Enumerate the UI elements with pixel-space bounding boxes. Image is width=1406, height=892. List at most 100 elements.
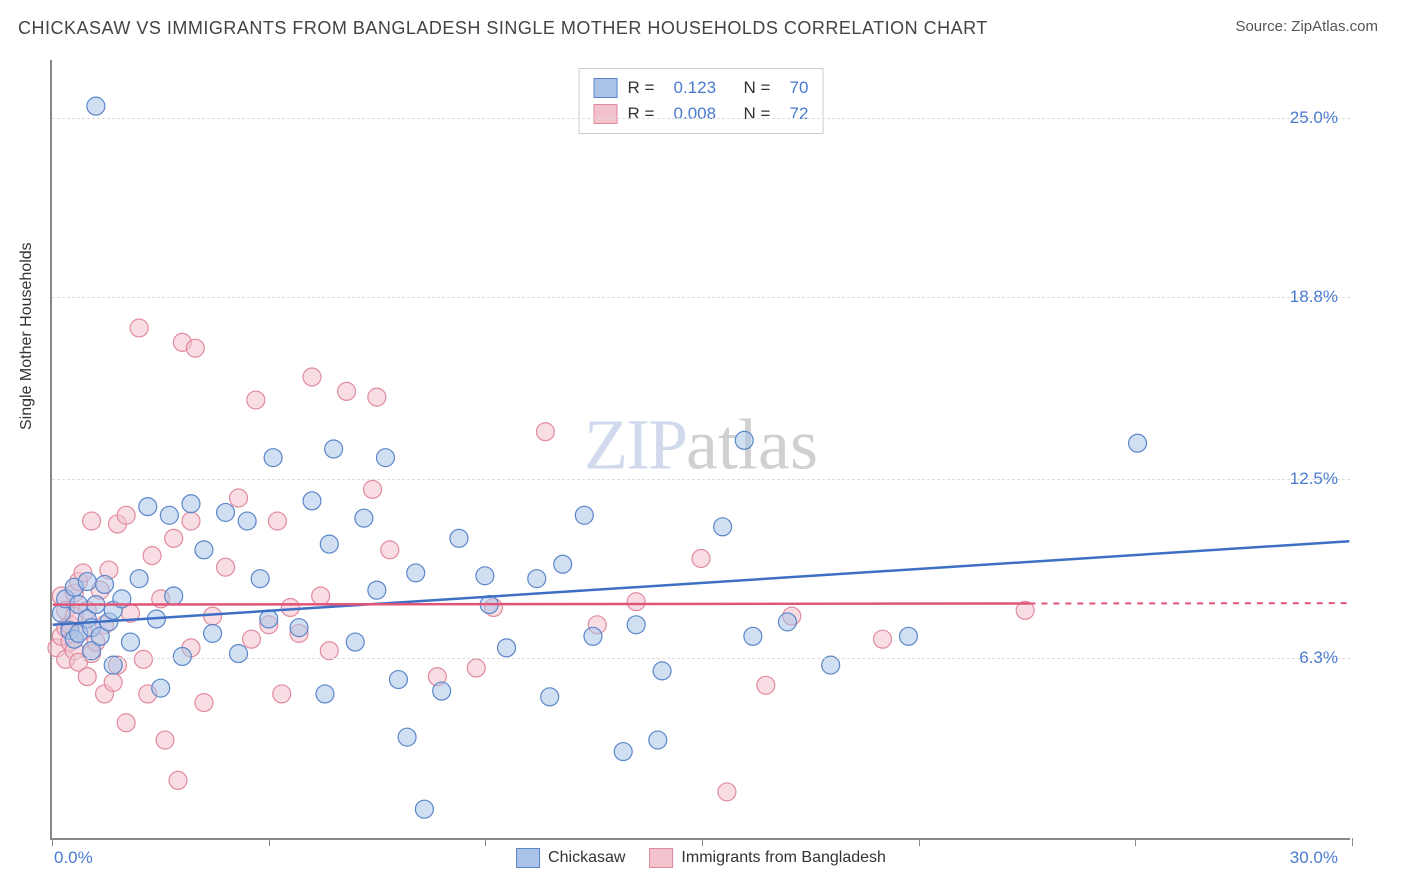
scatter-point <box>87 97 105 115</box>
scatter-point <box>528 570 546 588</box>
scatter-point <box>173 647 191 665</box>
scatter-point <box>554 555 572 573</box>
gridline <box>52 479 1350 480</box>
scatter-point <box>536 423 554 441</box>
scatter-point <box>217 558 235 576</box>
legend-swatch-icon <box>649 848 673 868</box>
scatter-point <box>182 495 200 513</box>
chart-title: CHICKASAW VS IMMIGRANTS FROM BANGLADESH … <box>18 18 988 39</box>
scatter-point <box>398 728 416 746</box>
scatter-point <box>186 339 204 357</box>
scatter-point <box>338 382 356 400</box>
scatter-point <box>273 685 291 703</box>
scatter-point <box>377 449 395 467</box>
scatter-point <box>584 627 602 645</box>
scatter-point <box>156 731 174 749</box>
gridline <box>52 297 1350 298</box>
scatter-point <box>381 541 399 559</box>
y-tick-label: 25.0% <box>1290 108 1338 128</box>
legend-series-item: Immigrants from Bangladesh <box>649 848 886 868</box>
scatter-point <box>195 541 213 559</box>
scatter-point <box>653 662 671 680</box>
source-attribution: Source: ZipAtlas.com <box>1235 18 1378 35</box>
x-tick-mark <box>702 838 703 846</box>
scatter-point <box>303 368 321 386</box>
scatter-point <box>243 630 261 648</box>
gridline <box>52 118 1350 119</box>
scatter-point <box>195 694 213 712</box>
legend-series-item: Chickasaw <box>516 848 625 868</box>
scatter-point <box>368 388 386 406</box>
scatter-point <box>165 529 183 547</box>
plot-area: ZIPatlas R = 0.123 N = 70 R = 0.008 N = … <box>50 60 1350 840</box>
scatter-point <box>165 587 183 605</box>
scatter-point <box>778 613 796 631</box>
scatter-point <box>1129 434 1147 452</box>
scatter-point <box>83 512 101 530</box>
scatter-point <box>303 492 321 510</box>
scatter-point <box>160 506 178 524</box>
scatter-point <box>325 440 343 458</box>
x-tick-mark <box>52 838 53 846</box>
scatter-point <box>78 668 96 686</box>
legend-series-label: Immigrants from Bangladesh <box>681 849 886 867</box>
y-tick-label: 18.8% <box>1290 287 1338 307</box>
scatter-point <box>718 783 736 801</box>
scatter-point <box>121 633 139 651</box>
scatter-point <box>541 688 559 706</box>
scatter-point <box>433 682 451 700</box>
x-tick-mark <box>1135 838 1136 846</box>
scatter-point <box>316 685 334 703</box>
legend-series: Chickasaw Immigrants from Bangladesh <box>516 848 886 868</box>
x-tick-mark <box>485 838 486 846</box>
scatter-point <box>312 587 330 605</box>
scatter-point <box>364 480 382 498</box>
scatter-point <box>117 714 135 732</box>
trend-line <box>53 604 1030 605</box>
x-axis-max: 30.0% <box>1290 848 1338 868</box>
x-tick-mark <box>919 838 920 846</box>
scatter-point <box>757 676 775 694</box>
scatter-point <box>744 627 762 645</box>
scatter-point <box>251 570 269 588</box>
scatter-point <box>143 547 161 565</box>
gridline <box>52 658 1350 659</box>
scatter-point <box>78 573 96 591</box>
scatter-point <box>649 731 667 749</box>
scatter-point <box>415 800 433 818</box>
y-tick-label: 6.3% <box>1299 648 1338 668</box>
scatter-point <box>169 771 187 789</box>
scatter-point <box>368 581 386 599</box>
x-tick-mark <box>269 838 270 846</box>
scatter-point <box>117 506 135 524</box>
scatter-point <box>450 529 468 547</box>
scatter-point <box>260 610 278 628</box>
scatter-point <box>134 650 152 668</box>
scatter-point <box>104 673 122 691</box>
scatter-point <box>498 639 516 657</box>
scatter-point <box>130 570 148 588</box>
chart-svg <box>52 60 1350 838</box>
scatter-point <box>204 624 222 642</box>
scatter-point <box>692 550 710 568</box>
scatter-point <box>268 512 286 530</box>
scatter-point <box>281 599 299 617</box>
scatter-point <box>217 503 235 521</box>
scatter-point <box>290 619 308 637</box>
x-tick-mark <box>1352 838 1353 846</box>
scatter-point <box>139 498 157 516</box>
scatter-point <box>346 633 364 651</box>
scatter-point <box>874 630 892 648</box>
scatter-point <box>230 645 248 663</box>
scatter-point <box>575 506 593 524</box>
scatter-point <box>152 679 170 697</box>
scatter-point <box>627 593 645 611</box>
scatter-point <box>476 567 494 585</box>
scatter-point <box>735 431 753 449</box>
scatter-point <box>407 564 425 582</box>
scatter-point <box>899 627 917 645</box>
scatter-point <box>130 319 148 337</box>
scatter-point <box>96 575 114 593</box>
scatter-point <box>714 518 732 536</box>
scatter-point <box>467 659 485 677</box>
